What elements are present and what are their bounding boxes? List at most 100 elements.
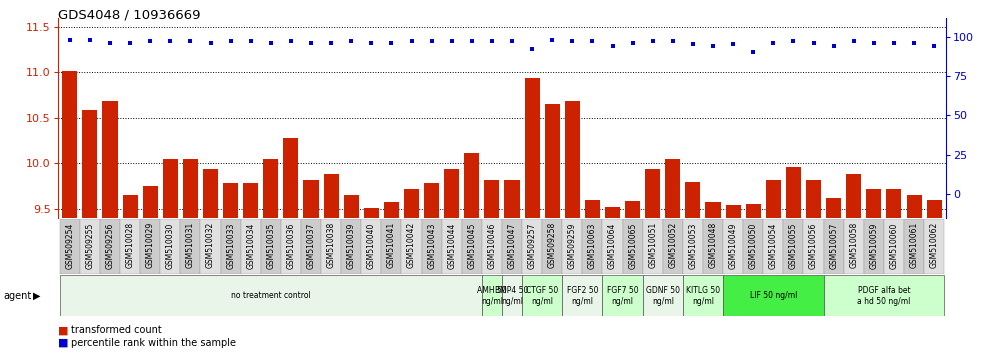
Point: [182, 39, 198, 44]
Text: GSM510054: GSM510054: [769, 222, 778, 269]
Bar: [603, 219, 622, 274]
Bar: [142, 186, 157, 218]
Text: GSM510030: GSM510030: [165, 222, 175, 269]
Point: [323, 40, 339, 46]
Point: [866, 40, 881, 46]
Text: GSM510035: GSM510035: [266, 222, 275, 269]
Bar: [723, 275, 824, 316]
Point: [725, 42, 741, 47]
Point: [745, 50, 761, 55]
Point: [504, 39, 520, 44]
Bar: [743, 219, 763, 274]
Point: [364, 40, 379, 46]
Bar: [381, 219, 401, 274]
Point: [565, 39, 581, 44]
Point: [886, 40, 902, 46]
Text: percentile rank within the sample: percentile rank within the sample: [71, 338, 236, 348]
Bar: [583, 219, 603, 274]
Point: [644, 39, 660, 44]
Bar: [824, 275, 944, 316]
Bar: [563, 219, 583, 274]
Bar: [200, 219, 220, 274]
Bar: [404, 189, 419, 218]
Text: ■: ■: [58, 338, 69, 348]
Point: [344, 39, 360, 44]
Point: [202, 40, 218, 46]
Point: [62, 37, 78, 42]
Point: [82, 37, 98, 42]
Text: GSM510055: GSM510055: [789, 222, 798, 269]
Text: GSM510063: GSM510063: [588, 222, 597, 269]
Bar: [180, 219, 200, 274]
Text: GSM510046: GSM510046: [487, 222, 496, 269]
Point: [765, 40, 781, 46]
Bar: [123, 195, 137, 218]
Text: GSM509257: GSM509257: [528, 222, 537, 269]
Point: [484, 39, 500, 44]
Text: GSM510049: GSM510049: [729, 222, 738, 269]
Text: GSM510040: GSM510040: [367, 222, 375, 269]
Text: GSM510050: GSM510050: [749, 222, 758, 269]
Point: [423, 39, 439, 44]
Text: GSM510045: GSM510045: [467, 222, 476, 269]
Text: GSM510056: GSM510056: [809, 222, 818, 269]
Bar: [502, 219, 522, 274]
Bar: [806, 179, 821, 218]
Bar: [63, 72, 78, 218]
Text: agent: agent: [3, 291, 31, 301]
Bar: [824, 219, 844, 274]
Text: GSM510034: GSM510034: [246, 222, 255, 269]
Bar: [421, 219, 441, 274]
Point: [786, 39, 802, 44]
Bar: [505, 179, 520, 218]
Text: GSM509254: GSM509254: [66, 222, 75, 269]
Text: GSM510064: GSM510064: [608, 222, 618, 269]
Bar: [522, 275, 563, 316]
Text: GSM510051: GSM510051: [648, 222, 657, 268]
Point: [544, 37, 560, 42]
Bar: [864, 219, 883, 274]
Text: GSM510052: GSM510052: [668, 222, 677, 268]
Point: [685, 42, 701, 47]
Bar: [826, 198, 842, 218]
Bar: [723, 219, 743, 274]
Bar: [301, 219, 321, 274]
Bar: [362, 219, 381, 274]
Bar: [100, 219, 121, 274]
Bar: [441, 219, 462, 274]
Bar: [605, 207, 621, 218]
Point: [806, 40, 822, 46]
Text: GSM510036: GSM510036: [287, 222, 296, 269]
Bar: [685, 182, 700, 218]
Bar: [804, 219, 824, 274]
Bar: [545, 104, 560, 218]
Bar: [424, 183, 439, 218]
Text: GSM510061: GSM510061: [909, 222, 918, 268]
Text: GSM510039: GSM510039: [347, 222, 356, 269]
Bar: [565, 101, 580, 218]
Bar: [886, 189, 901, 218]
Text: no treatment control: no treatment control: [231, 291, 311, 300]
Bar: [525, 78, 540, 218]
Bar: [284, 138, 299, 218]
Bar: [220, 219, 241, 274]
Text: GSM510031: GSM510031: [186, 222, 195, 268]
Point: [524, 46, 540, 52]
Text: LIF 50 ng/ml: LIF 50 ng/ml: [750, 291, 797, 300]
Bar: [924, 219, 944, 274]
Bar: [883, 219, 904, 274]
Point: [263, 40, 279, 46]
Bar: [203, 169, 218, 218]
Bar: [844, 219, 864, 274]
Text: ■: ■: [58, 325, 69, 335]
Bar: [563, 275, 603, 316]
Bar: [705, 202, 720, 218]
Bar: [464, 153, 479, 218]
Point: [123, 40, 138, 46]
Bar: [662, 219, 683, 274]
Bar: [80, 219, 100, 274]
Text: FGF2 50
ng/ml: FGF2 50 ng/ml: [567, 286, 599, 306]
Bar: [263, 159, 278, 218]
Point: [383, 40, 399, 46]
Bar: [906, 195, 921, 218]
